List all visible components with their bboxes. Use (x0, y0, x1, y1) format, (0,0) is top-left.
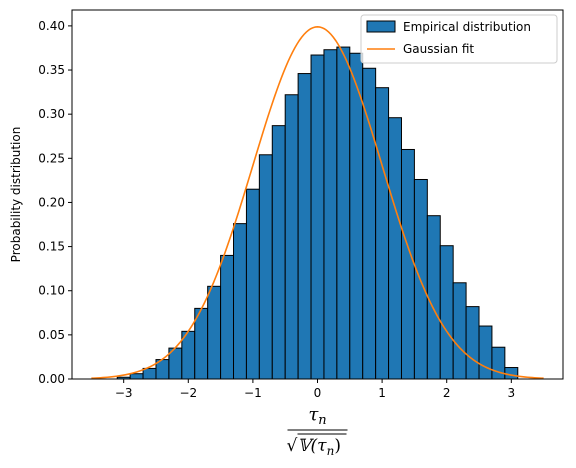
gaussian-fit-line (91, 26, 544, 380)
histogram-bar (504, 367, 519, 380)
histogram-bar (323, 49, 338, 380)
x-axis-label-numerator: τn (308, 404, 326, 428)
y-tick-label: 0.30 (38, 107, 65, 121)
histogram-bar (349, 52, 364, 380)
y-tick-label: 0.40 (38, 19, 65, 33)
histogram-bar (452, 282, 467, 380)
x-tick-label: −2 (179, 386, 197, 400)
x-tick-label: 0 (314, 386, 322, 400)
histogram-bar (400, 148, 415, 380)
histogram-bar (426, 215, 441, 380)
histogram-bar (142, 367, 157, 380)
y-tick-label: 0.25 (38, 151, 65, 165)
histogram-bar (439, 245, 454, 380)
x-tick-label: −1 (244, 386, 262, 400)
x-tick-label: 3 (507, 386, 515, 400)
x-axis-ticks: −3 −2 −1 0 1 2 3 (115, 379, 515, 400)
x-tick-label: −3 (115, 386, 133, 400)
histogram-bar (465, 306, 480, 380)
variance-symbol: 𝕍(τ (297, 436, 327, 456)
histogram-bar (297, 73, 312, 380)
y-axis-label: Probability distribution (9, 127, 23, 263)
y-axis-ticks: 0.00 0.05 0.10 0.15 0.20 0.25 0.30 0.35 0.40 (38, 19, 72, 386)
histogram-bar (129, 373, 144, 380)
legend: Empirical distribution Gaussian fit (360, 14, 558, 64)
sqrt-symbol: √ (287, 436, 298, 456)
histogram-bar (207, 285, 222, 380)
legend-swatch-empirical (366, 20, 396, 33)
histogram-bar (271, 125, 286, 380)
histogram-bar (310, 54, 325, 380)
histogram-bar (336, 46, 351, 380)
gaussian-fit-layer (91, 26, 544, 380)
histogram-bar (258, 154, 273, 380)
histogram-bar (220, 254, 235, 380)
x-axis-label-denominator-sub: n (327, 444, 335, 458)
legend-box (360, 14, 558, 64)
y-tick-label: 0.00 (38, 372, 65, 386)
x-tick-label: 2 (443, 386, 451, 400)
legend-label-empirical: Empirical distribution (403, 20, 531, 34)
histogram-bar (491, 346, 506, 380)
y-tick-label: 0.20 (38, 195, 65, 209)
histogram-bar (388, 117, 402, 380)
histogram-bar (284, 94, 299, 380)
histogram-bar (245, 188, 260, 380)
histogram-bar (233, 223, 247, 380)
histogram-bar (375, 87, 390, 380)
histogram-bars (116, 46, 519, 380)
x-axis-label-tau-sub: n (318, 413, 326, 428)
x-axis-label: τn √𝕍(τn) (287, 404, 348, 458)
x-axis-label-paren: ) (334, 436, 341, 456)
x-axis-label-denominator: √𝕍(τn) (287, 436, 341, 458)
x-tick-label: 1 (378, 386, 386, 400)
histogram-bar (362, 67, 377, 380)
x-axis-label-tau: τ (308, 404, 319, 425)
legend-label-gaussian: Gaussian fit (403, 42, 474, 56)
y-tick-label: 0.35 (38, 63, 65, 77)
y-tick-label: 0.10 (38, 284, 65, 298)
histogram-bar (478, 325, 493, 380)
y-tick-label: 0.15 (38, 240, 65, 254)
y-tick-label: 0.05 (38, 328, 65, 342)
